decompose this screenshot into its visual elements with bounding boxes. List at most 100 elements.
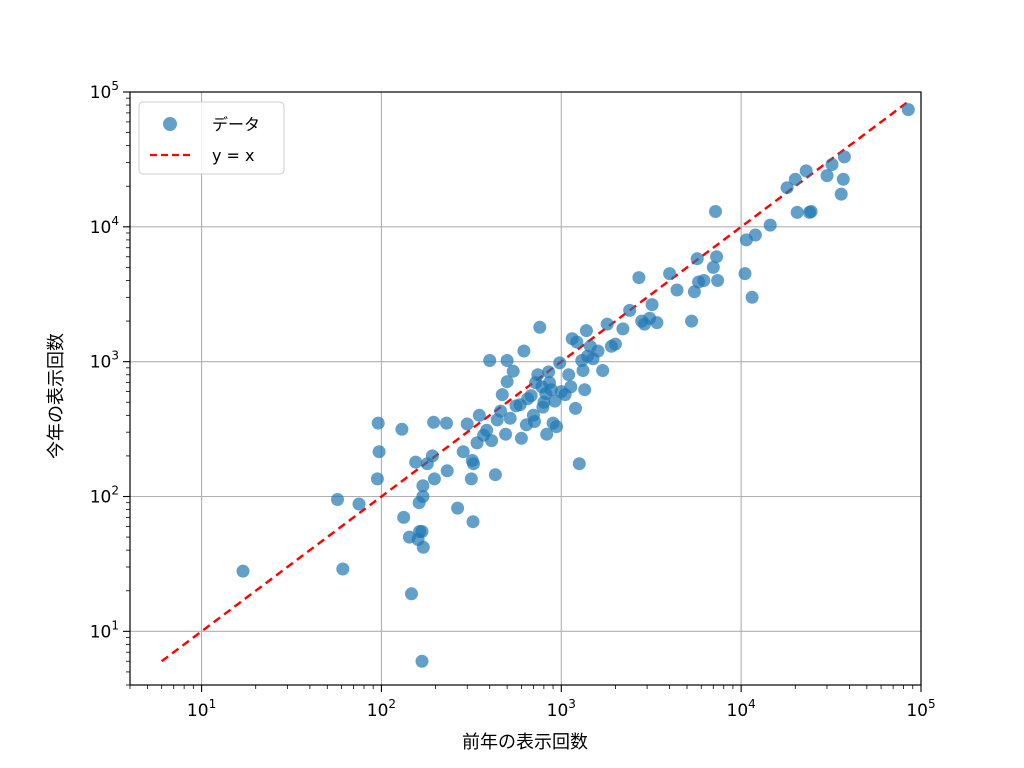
- scatter-point: [834, 187, 848, 201]
- scatter-point: [440, 416, 453, 430]
- scatter-point: [901, 103, 915, 117]
- scatter-point: [562, 368, 576, 382]
- scatter-point: [405, 587, 418, 601]
- scatter-point: [790, 205, 804, 219]
- scatter-point: [456, 445, 470, 459]
- scatter-point: [352, 497, 366, 511]
- scatter-point: [483, 354, 497, 367]
- x-tick-label: 104: [727, 697, 756, 721]
- scatter-point: [500, 375, 514, 389]
- scatter-point: [372, 445, 386, 459]
- scatter-point: [467, 457, 480, 471]
- scatter-point: [500, 354, 514, 367]
- scatter-point: [572, 457, 586, 471]
- scatter-point: [427, 472, 441, 486]
- y-axis-label: 今年の表示回数: [46, 333, 67, 459]
- scatter-point: [517, 344, 531, 358]
- scatter-point: [576, 364, 590, 377]
- scatter-point: [570, 335, 584, 349]
- x-tick-labels: 101 102 103 104 105: [187, 697, 936, 721]
- scatter-point: [440, 464, 454, 478]
- scatter-point: [685, 314, 699, 328]
- scatter-point: [788, 172, 802, 186]
- x-ticks: [129, 685, 922, 692]
- scatter-point: [709, 205, 722, 218]
- y-tick-label: 102: [90, 484, 119, 508]
- plot-area: [129, 91, 922, 686]
- scatter-point: [494, 404, 508, 418]
- legend-label-y-equals-x: y = x: [212, 146, 255, 165]
- scatter-point: [540, 427, 554, 441]
- scatter-points: [236, 103, 915, 668]
- scatter-point: [336, 562, 350, 576]
- scatter-point: [706, 260, 720, 274]
- scatter-point: [578, 383, 592, 397]
- y-tick-label: 101: [90, 618, 119, 642]
- scatter-point: [460, 417, 474, 431]
- scatter-point: [495, 388, 509, 402]
- scatter-point: [464, 472, 478, 486]
- scatter-point: [569, 401, 582, 415]
- scatter-point: [514, 431, 528, 445]
- x-tick-label: 102: [367, 697, 396, 721]
- axes-frame: [129, 91, 922, 686]
- scatter-point: [820, 169, 834, 183]
- scatter-point: [451, 501, 465, 515]
- y-tick-label: 105: [90, 79, 119, 103]
- scatter-point: [370, 472, 384, 486]
- scatter-point: [564, 380, 578, 394]
- scatter-point: [780, 181, 794, 195]
- scatter-point: [488, 468, 502, 482]
- scatter-point: [600, 317, 614, 331]
- scatter-point: [409, 455, 423, 469]
- x-tick-label: 101: [187, 697, 216, 721]
- scatter-point: [415, 525, 429, 538]
- scatter-point: [632, 271, 646, 285]
- scatter-point: [499, 427, 513, 441]
- y-tick-label: 103: [90, 349, 119, 373]
- legend-marker-data: [163, 117, 177, 131]
- scatter-point: [524, 389, 538, 403]
- scatter-point: [608, 337, 622, 351]
- scatter-point: [415, 654, 429, 668]
- scatter-point: [596, 364, 610, 377]
- scatter-point: [371, 416, 385, 430]
- scatter-point: [745, 290, 759, 304]
- scatter-point: [503, 411, 517, 425]
- scatter-point: [427, 415, 441, 429]
- scatter-point: [506, 364, 520, 378]
- scatter-point: [763, 218, 777, 232]
- scatter-point: [690, 252, 704, 266]
- scatter-point: [416, 490, 430, 503]
- scatter-point: [550, 420, 563, 434]
- x-axis-label: 前年の表示回数: [462, 732, 588, 753]
- scatter-point: [236, 564, 250, 578]
- scatter-point: [533, 320, 547, 334]
- scatter-point: [579, 324, 593, 338]
- scatter-point: [836, 172, 850, 186]
- scatter-point: [687, 285, 701, 299]
- scatter-point: [528, 415, 541, 428]
- scatter-point: [711, 274, 725, 287]
- scatter-point: [542, 365, 556, 379]
- scatter-point: [670, 283, 684, 297]
- y-tick-labels: 101 102 103 104 105: [90, 79, 119, 642]
- y-axis: 101 102 103 104 105: [90, 79, 130, 686]
- scatter-point: [616, 322, 630, 336]
- scatter-point: [825, 158, 839, 171]
- scatter-point: [480, 423, 494, 437]
- scatter-point: [472, 408, 486, 422]
- scatter-point: [331, 493, 344, 506]
- scatter-point: [710, 250, 724, 264]
- y-ticks: [123, 91, 130, 686]
- scatter-point: [837, 150, 851, 164]
- y-tick-label: 104: [90, 214, 119, 238]
- scatter-point: [804, 205, 818, 218]
- scatter-point: [738, 267, 752, 281]
- scatter-point: [799, 164, 813, 178]
- scatter-point: [531, 368, 545, 382]
- scatter-point: [485, 434, 499, 448]
- x-axis: 101 102 103 104 105: [129, 685, 936, 721]
- scatter-point: [553, 356, 567, 370]
